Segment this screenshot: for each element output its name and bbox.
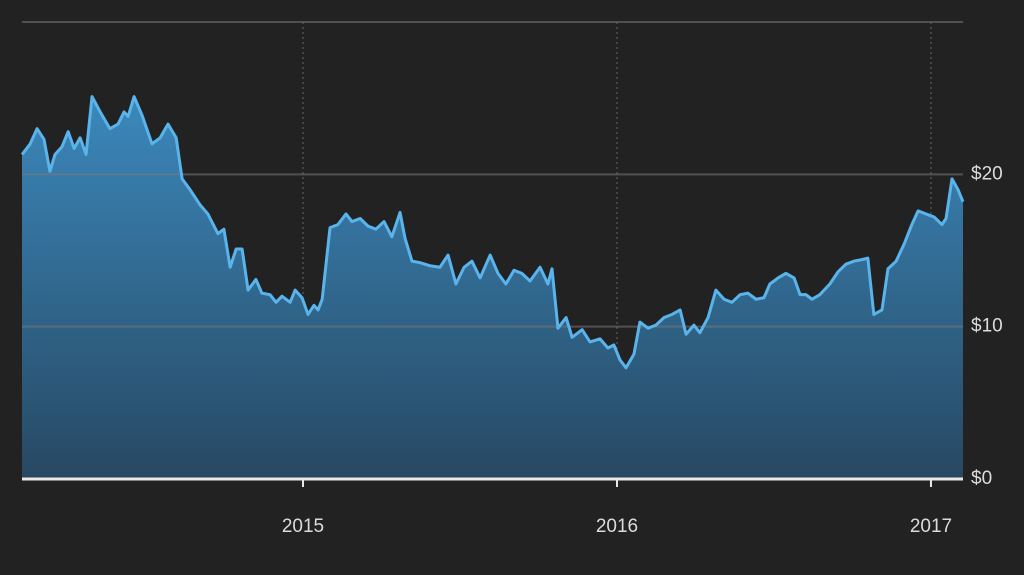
x-tick-label: 2015: [282, 516, 324, 537]
price-line: [20, 95, 965, 370]
x-tick-label: 2016: [596, 516, 638, 537]
y-tick-label: $10: [971, 316, 1003, 337]
y-tick-label: $0: [971, 468, 992, 489]
x-tick-label: 2017: [910, 516, 952, 537]
y-tick-label: $20: [971, 163, 1003, 184]
area-fill: [22, 96, 963, 479]
